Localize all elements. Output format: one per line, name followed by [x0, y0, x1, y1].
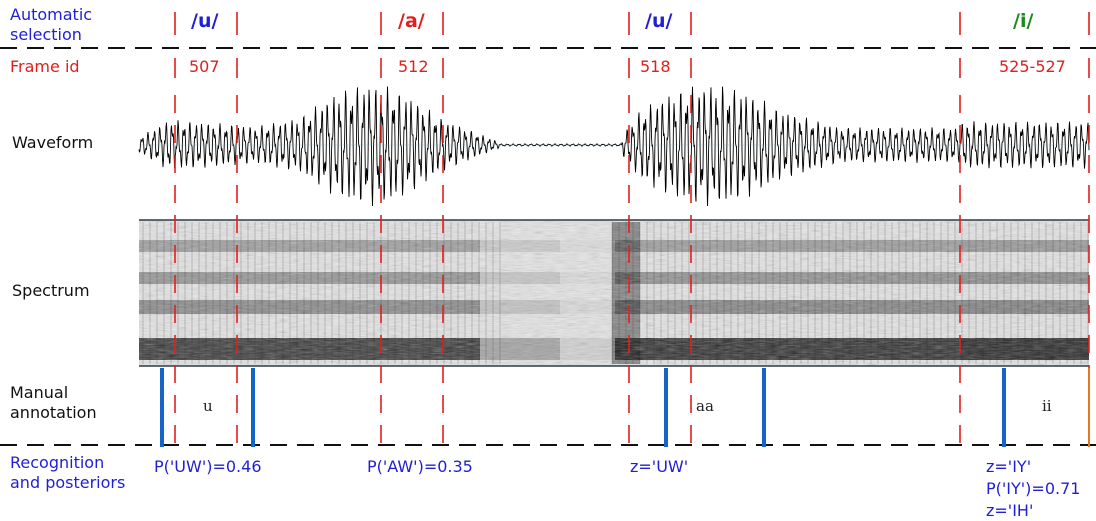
- frame-id-3: 518: [640, 57, 671, 76]
- manual-annotation-u: u: [203, 397, 213, 415]
- phoneme-label-2: /a/: [398, 10, 425, 32]
- waveform-trace: [138, 86, 1090, 207]
- phoneme-label-4: /i/: [1013, 10, 1034, 32]
- frame-id-1: 507: [189, 57, 220, 76]
- frame-id-label: Frame id: [10, 57, 80, 76]
- manual-annotation-bars: [160, 368, 1006, 447]
- recognition-result-3: z='UW': [630, 457, 689, 476]
- manual-annotation-aa: aa: [696, 397, 714, 415]
- frame-id-4: 525-527: [999, 57, 1066, 76]
- manual-annotation-ii: ii: [1042, 397, 1052, 415]
- recognition-result-4c: z='IH': [986, 501, 1034, 520]
- spectrogram-panel: [139, 219, 1089, 367]
- recognition-result-2: P('AW')=0.35: [367, 457, 473, 476]
- automatic-selection-label-line2: selection: [10, 25, 82, 44]
- manual-annotation-label-line2: annotation: [10, 403, 97, 422]
- waveform-label: Waveform: [12, 133, 94, 152]
- recognition-result-4a: z='IY': [986, 457, 1032, 476]
- spectrogram-texture: [139, 220, 1089, 366]
- annotation-boundary-bar-2: [251, 368, 255, 447]
- spectrum-label: Spectrum: [12, 281, 90, 300]
- automatic-selection-label-line1: Automatic: [10, 5, 93, 24]
- frame-boundary-lines: [174, 12, 1090, 448]
- annotation-boundary-bar-5: [1002, 368, 1006, 447]
- annotation-boundary-bar-3: [664, 368, 668, 447]
- annotation-boundary-bar-1: [160, 368, 164, 447]
- recognition-label-line2: and posteriors: [10, 473, 126, 492]
- recognition-result-4b: P('IY')=0.71: [986, 479, 1081, 498]
- annotation-boundary-bar-4: [762, 368, 766, 447]
- recognition-result-1: P('UW')=0.46: [154, 457, 262, 476]
- recognition-label-line1: Recognition: [10, 453, 105, 472]
- manual-annotation-label-line1: Manual: [10, 383, 69, 402]
- phoneme-label-1: /u/: [191, 10, 219, 32]
- frame-id-2: 512: [398, 57, 429, 76]
- phoneme-label-3: /u/: [645, 10, 673, 32]
